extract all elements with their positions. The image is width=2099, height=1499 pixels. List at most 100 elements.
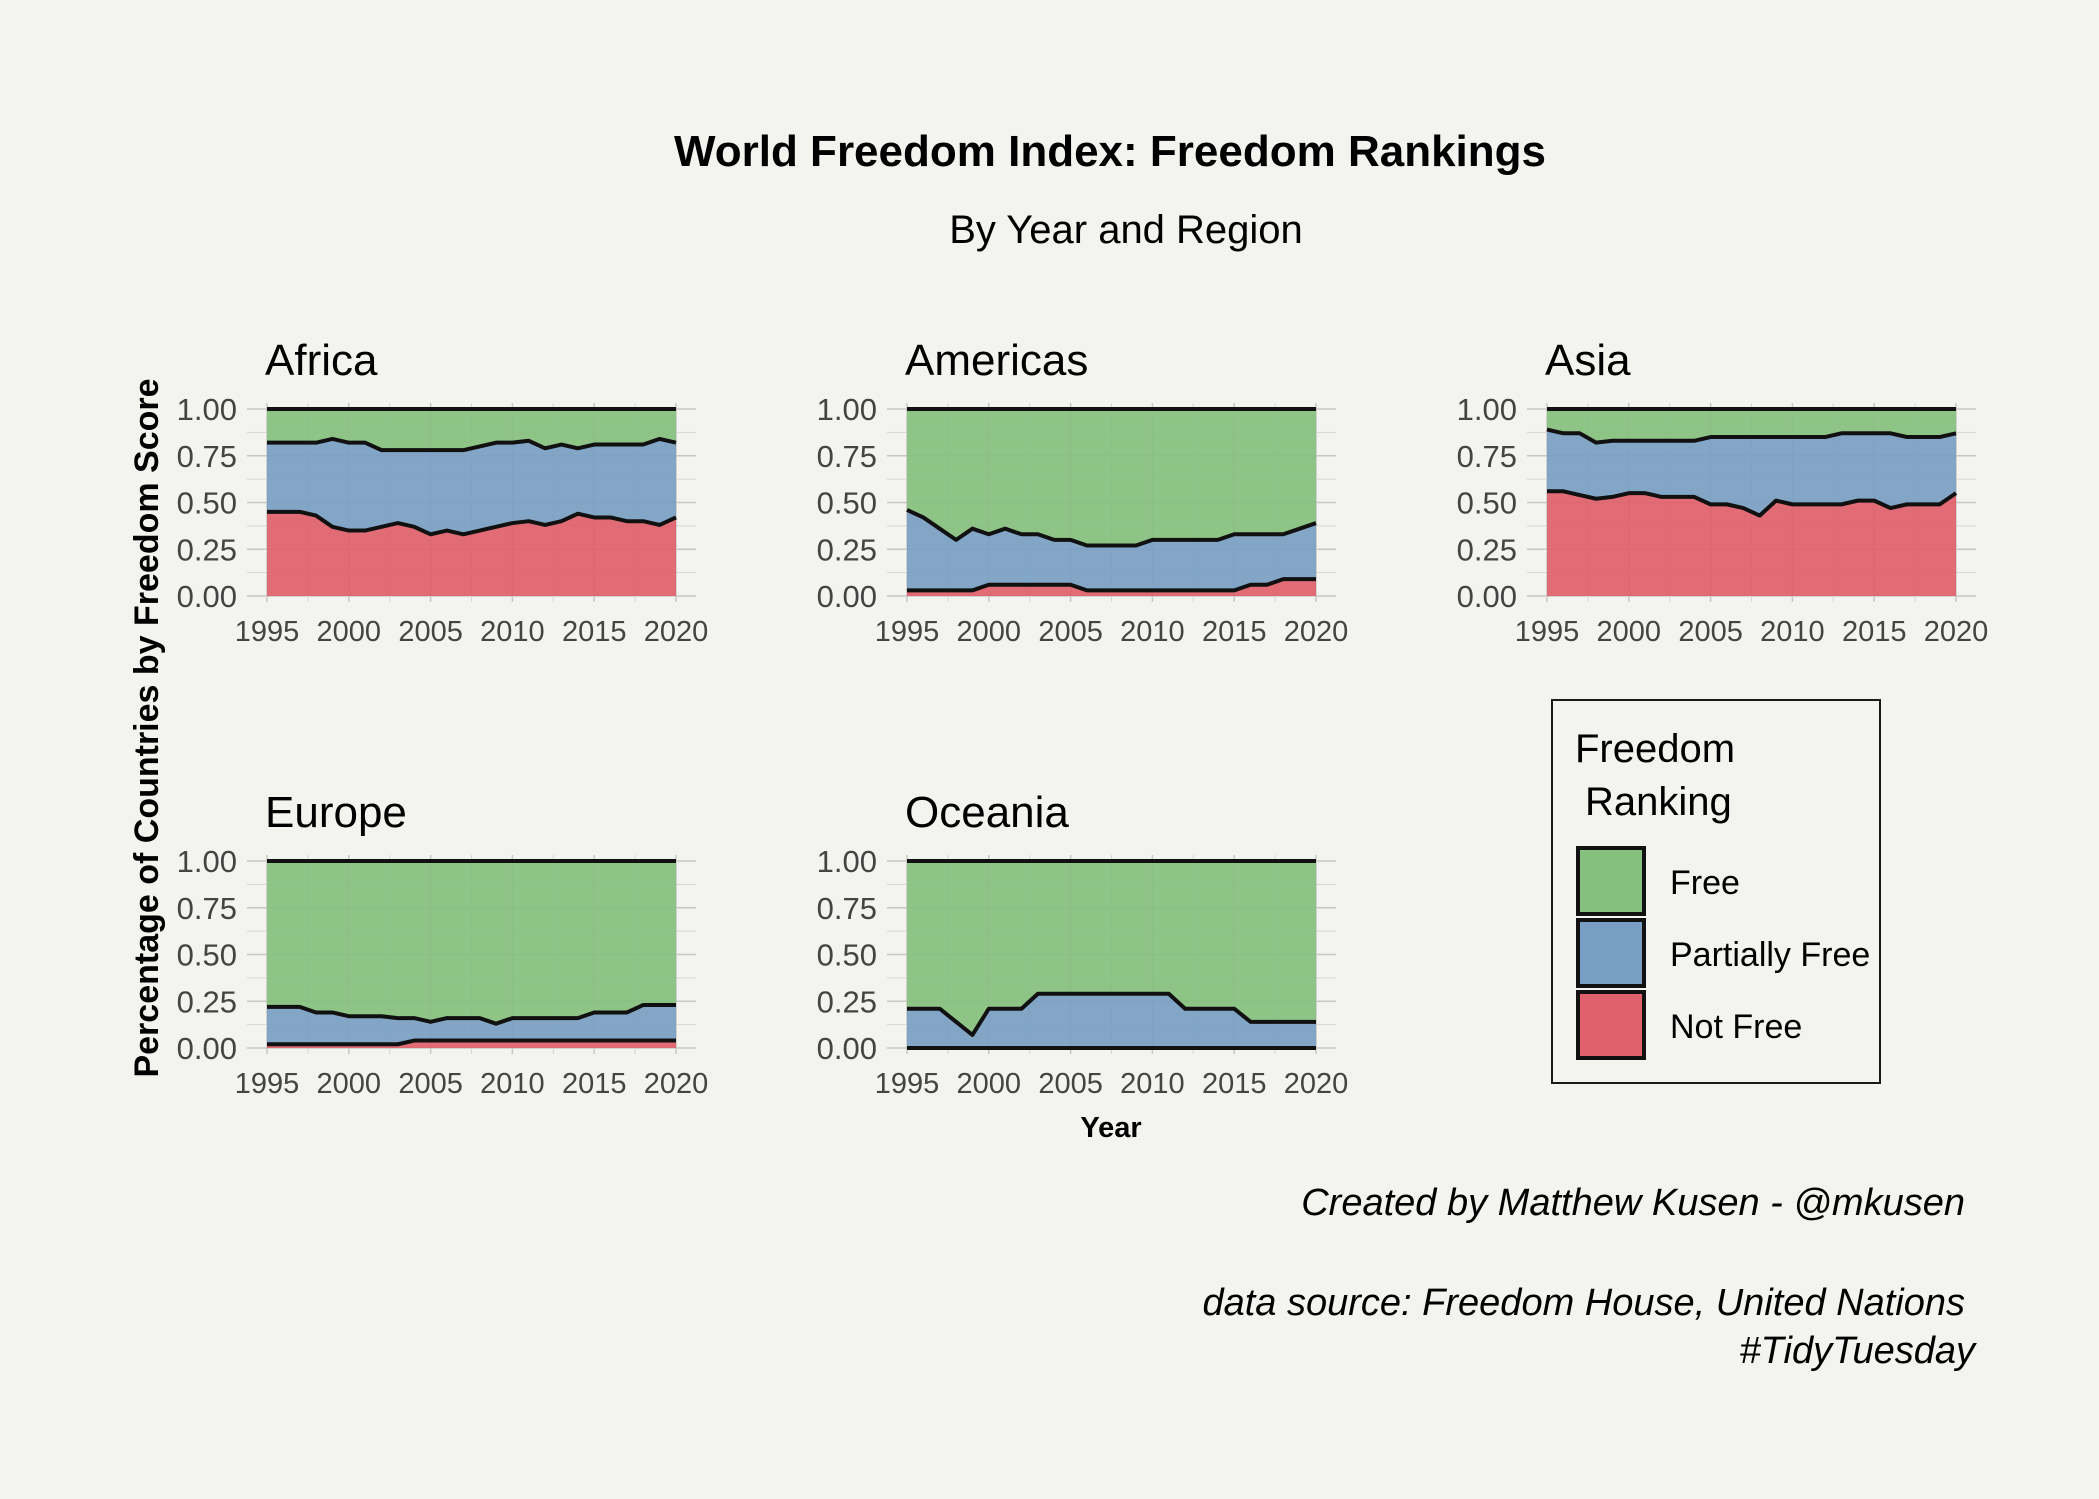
y-tick-label: 0.00	[817, 1031, 877, 1066]
facet-label: Americas	[905, 336, 1088, 385]
y-tick-label: 0.75	[817, 439, 877, 474]
line-not-free-top	[267, 509, 677, 537]
x-tick-label: 2000	[1597, 616, 1662, 648]
x-tick-label: 2020	[1284, 616, 1349, 648]
y-tick-label: 0.75	[177, 439, 237, 474]
y-tick-label: 0.50	[817, 938, 877, 973]
line-partially-free-top	[907, 991, 1316, 1037]
x-tick-label: 2000	[317, 616, 382, 648]
y-tick-label: 0.25	[1457, 532, 1517, 567]
area-free	[267, 861, 676, 1024]
x-tick-label: 1995	[875, 616, 940, 648]
legend-title-line2: Ranking	[1585, 780, 1732, 824]
facet-label: Europe	[265, 788, 407, 837]
x-tick-label: 2005	[1038, 1068, 1103, 1100]
y-tick-label: 0.00	[177, 1031, 237, 1066]
area-partially-free	[1547, 429, 1956, 516]
y-tick-label: 0.75	[177, 891, 237, 926]
chart-title: World Freedom Index: Freedom Rankings	[674, 127, 1546, 176]
x-tick-label: 2020	[644, 1068, 709, 1100]
x-tick-label: 1995	[235, 616, 300, 648]
x-tick-label: 2005	[398, 1068, 463, 1100]
x-tick-label: 2000	[957, 1068, 1022, 1100]
x-tick-label: 1995	[235, 1068, 300, 1100]
panel-asia: Asia 0.00 0.25 0.50 0.75 1.00 1995 2000 2005 2010…	[1457, 336, 1989, 648]
y-tick-label: 1.00	[177, 844, 237, 879]
area-free	[907, 861, 1316, 1035]
y-tick-label: 0.50	[817, 486, 877, 521]
area-free	[907, 409, 1316, 546]
y-axis-label: Percentage of Countries by Freedom Score	[128, 378, 166, 1077]
panels-layer: Africa 0.00 0.25 0.50 0.75 1.00 1995 2000 2005 20…	[177, 336, 1989, 1100]
area-not-free	[267, 511, 676, 596]
line-partially-free-top	[1546, 427, 1957, 445]
y-tick-label: 0.50	[177, 938, 237, 973]
facet-label: Oceania	[905, 788, 1069, 837]
x-tick-label: 2010	[1120, 616, 1185, 648]
caption-author: Created by Matthew Kusen - @mkusen	[1301, 1182, 1965, 1224]
x-tick-label: 2020	[1284, 1068, 1349, 1100]
area-partially-free	[267, 1004, 676, 1045]
x-tick-label: 2005	[1038, 616, 1103, 648]
legend-key-partially-free	[1576, 918, 1646, 988]
legend-key-not-free	[1576, 990, 1646, 1060]
y-tick-label: 0.00	[1457, 579, 1517, 614]
x-tick-label: 1995	[1515, 616, 1580, 648]
caption-source: data source: Freedom House, United Natio…	[1202, 1282, 1965, 1324]
legend-title-line1: Freedom	[1575, 727, 1735, 771]
area-partially-free	[267, 438, 676, 535]
y-tick-label: 0.25	[817, 532, 877, 567]
legend-entries: Free Partially Free Not Free	[1576, 846, 1870, 1060]
line-not-free-top	[267, 1038, 676, 1047]
y-tick-label: 0.50	[177, 486, 237, 521]
x-tick-label: 2015	[1842, 616, 1907, 648]
x-tick-label: 1995	[875, 1068, 940, 1100]
area-partially-free	[907, 993, 1316, 1048]
line-partially-free-top	[267, 1002, 676, 1026]
x-tick-label: 2020	[1924, 616, 1989, 648]
facet-label: Asia	[1545, 336, 1631, 385]
panel-africa: Africa 0.00 0.25 0.50 0.75 1.00 1995 2000 2005 20…	[177, 336, 709, 648]
area-free	[1547, 409, 1956, 443]
caption-hashtag: #TidyTuesday	[1739, 1330, 1977, 1372]
y-tick-label: 1.00	[817, 392, 877, 427]
x-tick-label: 2010	[480, 1068, 545, 1100]
x-tick-label: 2010	[1760, 616, 1825, 648]
x-tick-label: 2015	[1202, 616, 1267, 648]
x-tick-label: 2015	[562, 1068, 627, 1100]
legend-label: Not Free	[1670, 1008, 1802, 1046]
line-partially-free-top	[906, 508, 1317, 548]
x-tick-label: 2010	[1120, 1068, 1185, 1100]
y-tick-label: 0.00	[817, 579, 877, 614]
y-tick-label: 1.00	[177, 392, 237, 427]
y-tick-label: 1.00	[1457, 392, 1517, 427]
x-tick-label: 2005	[398, 616, 463, 648]
legend-key-free	[1576, 846, 1646, 916]
y-tick-label: 1.00	[817, 844, 877, 879]
x-tick-label: 2020	[644, 616, 709, 648]
panel-europe: Europe 0.00 0.25 0.50 0.75 1.00 1995 2000 2005 20…	[177, 788, 709, 1100]
x-tick-label: 2015	[562, 616, 627, 648]
legend: Freedom Ranking Free Partially Free Not Fr…	[1551, 699, 1881, 1084]
x-tick-label: 2000	[317, 1068, 382, 1100]
panel-americas: Americas 0.00 0.25 0.50 0.75 1.00 1995 2000 2005…	[817, 336, 1349, 648]
facet-label: Africa	[265, 336, 378, 385]
y-tick-label: 0.75	[1457, 439, 1517, 474]
area-not-free	[1547, 491, 1956, 596]
line-not-free-top	[907, 577, 1316, 593]
panel-oceania: Oceania 0.00 0.25 0.50 0.75 1.00 1995 2000 2005 2…	[817, 788, 1349, 1100]
y-tick-label: 0.25	[817, 984, 877, 1019]
x-axis-label: Year	[1080, 1112, 1141, 1144]
legend-label: Free	[1670, 864, 1740, 902]
area-free	[267, 409, 676, 451]
y-tick-label: 0.50	[1457, 486, 1517, 521]
y-tick-label: 0.00	[177, 579, 237, 614]
y-tick-label: 0.25	[177, 532, 237, 567]
y-tick-label: 0.25	[177, 984, 237, 1019]
x-tick-label: 2015	[1202, 1068, 1267, 1100]
x-tick-label: 2005	[1678, 616, 1743, 648]
x-tick-label: 2010	[480, 616, 545, 648]
y-tick-label: 0.75	[817, 891, 877, 926]
line-not-free-top	[1547, 489, 1958, 518]
